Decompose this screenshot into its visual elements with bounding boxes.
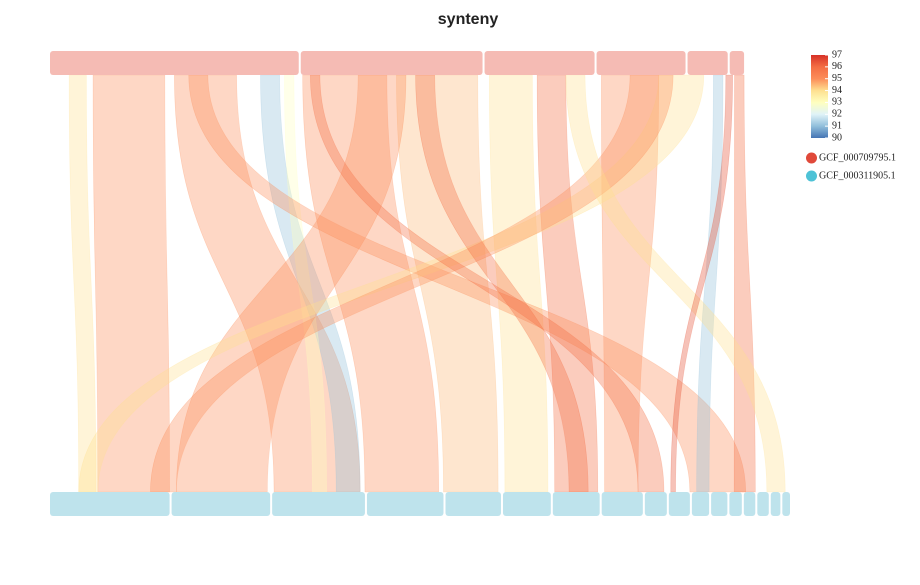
links [68, 74, 786, 493]
synteny-link [536, 74, 599, 493]
contig-block [668, 492, 690, 516]
synteny-link [174, 74, 361, 493]
contig-block [50, 51, 299, 75]
synteny-link [92, 74, 170, 493]
synteny-link [310, 74, 665, 493]
contig-block [596, 51, 686, 75]
colorbar-label: 96 [832, 61, 842, 72]
colorbar-label: 95 [832, 73, 842, 84]
synteny-link [68, 74, 97, 493]
synteny-link [489, 74, 549, 493]
contig-block [691, 492, 710, 516]
colorbar [811, 55, 828, 138]
colorbar-label: 93 [832, 97, 842, 108]
legend-marker [806, 170, 817, 182]
contig-block [502, 492, 551, 516]
colorbar-label: 90 [832, 132, 842, 143]
colorbar-label: 94 [832, 85, 842, 96]
synteny-link [696, 74, 724, 493]
colorbar-label: 91 [832, 120, 842, 131]
synteny-link [188, 74, 747, 493]
contig-block [552, 492, 600, 516]
contig-block [782, 492, 790, 516]
contig-block [711, 492, 728, 516]
contig-block [729, 492, 742, 516]
contig-block [272, 492, 365, 516]
synteny-link [150, 74, 674, 493]
contig-block [484, 51, 595, 75]
contig-block [50, 492, 170, 516]
synteny-link [565, 74, 786, 493]
legend-label: GCF_000709795.1 [819, 152, 896, 163]
contig-block [644, 492, 667, 516]
contig-block [171, 492, 271, 516]
contig-block [757, 492, 769, 516]
contig-block [743, 492, 756, 516]
synteny-link [733, 74, 756, 493]
colorbar-label: 92 [832, 109, 842, 120]
contig-block [729, 51, 745, 75]
contig-block [601, 492, 643, 516]
legend-marker [806, 152, 817, 164]
legend-label: GCF_000311905.1 [819, 170, 896, 181]
contig-block [687, 51, 728, 75]
contig-block [770, 492, 781, 516]
blocks [50, 51, 790, 516]
colorbar-label: 97 [832, 49, 842, 60]
chart-title: synteny [438, 11, 499, 28]
contig-block [445, 492, 501, 516]
contig-block [300, 51, 483, 75]
contig-block [366, 492, 444, 516]
